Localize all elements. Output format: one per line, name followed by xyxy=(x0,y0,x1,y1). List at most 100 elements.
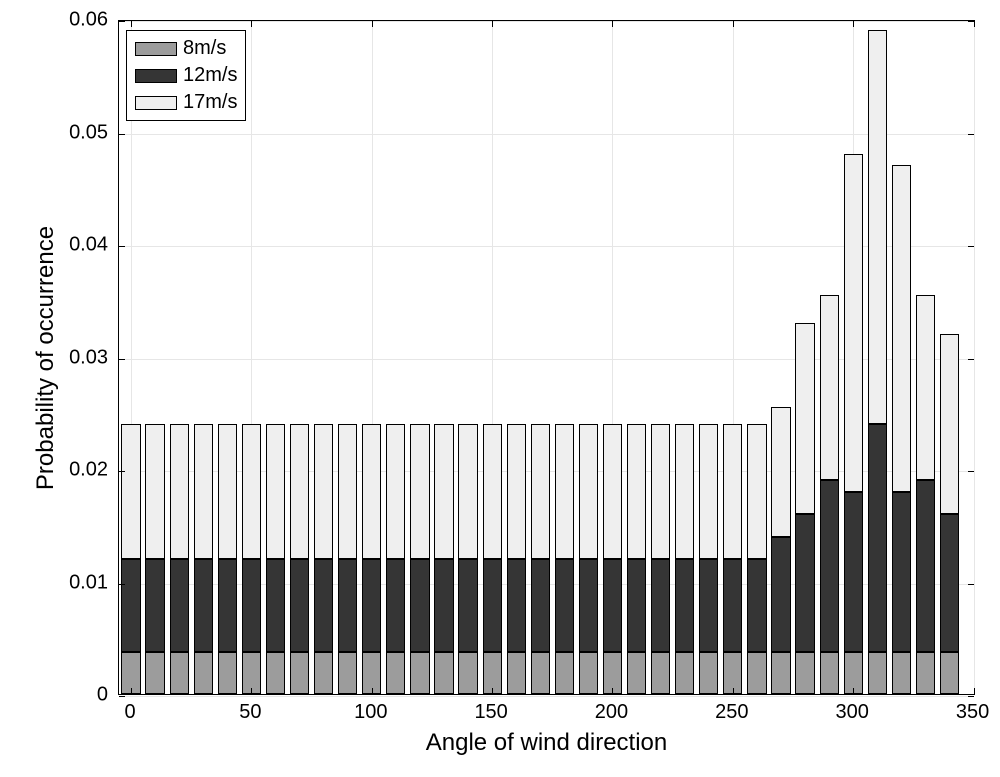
bar-segment xyxy=(723,424,742,559)
bar-stack xyxy=(675,424,694,694)
x-tick-label: 300 xyxy=(836,701,869,724)
bar-stack xyxy=(266,424,285,694)
bar-segment xyxy=(170,424,189,559)
x-tick-label: 150 xyxy=(474,701,507,724)
y-tick-label: 0.01 xyxy=(69,571,108,594)
bar-segment xyxy=(795,652,814,694)
bar-segment xyxy=(218,652,237,694)
bar-stack xyxy=(194,424,213,694)
legend-item: 8m/s xyxy=(135,35,237,62)
y-tick-label: 0.02 xyxy=(69,459,108,482)
bar-segment xyxy=(627,424,646,559)
bar-stack xyxy=(145,424,164,694)
bar-segment xyxy=(844,154,863,492)
bar-segment xyxy=(579,424,598,559)
bar-segment xyxy=(121,559,140,652)
bar-segment xyxy=(170,559,189,652)
bar-segment xyxy=(916,652,935,694)
bar-stack xyxy=(458,424,477,694)
bar-stack xyxy=(290,424,309,694)
bar-segment xyxy=(579,652,598,694)
bar-segment xyxy=(771,537,790,653)
bar-segment xyxy=(531,559,550,652)
bar-segment xyxy=(892,492,911,653)
x-axis-label: Angle of wind direction xyxy=(426,729,667,757)
bar-segment xyxy=(434,559,453,652)
bar-segment xyxy=(771,652,790,694)
bar-segment xyxy=(314,424,333,559)
bar-segment xyxy=(314,652,333,694)
bar-segment xyxy=(145,652,164,694)
y-tick-label: 0.06 xyxy=(69,9,108,32)
bar-segment xyxy=(266,424,285,559)
bar-segment xyxy=(458,424,477,559)
y-tick-label: 0.03 xyxy=(69,346,108,369)
bar-stack xyxy=(627,424,646,694)
bar-segment xyxy=(651,652,670,694)
bar-segment xyxy=(434,424,453,559)
bar-segment xyxy=(651,559,670,652)
bar-segment xyxy=(747,424,766,559)
bar-segment xyxy=(868,424,887,652)
bar-segment xyxy=(916,480,935,652)
chart-legend: 8m/s12m/s17m/s xyxy=(126,30,246,121)
bar-segment xyxy=(145,424,164,559)
bar-segment xyxy=(507,652,526,694)
bar-segment xyxy=(170,652,189,694)
bar-stack xyxy=(723,424,742,694)
bar-segment xyxy=(892,165,911,491)
bar-segment xyxy=(314,559,333,652)
bar-segment xyxy=(747,652,766,694)
bar-segment xyxy=(194,424,213,559)
wind-probability-chart: 050100150200250300350 00.010.020.030.040… xyxy=(0,0,1000,777)
bar-segment xyxy=(410,652,429,694)
bar-segment xyxy=(844,492,863,653)
bar-segment xyxy=(290,424,309,559)
bar-stack xyxy=(555,424,574,694)
bar-segment xyxy=(386,559,405,652)
bar-segment xyxy=(555,559,574,652)
bar-stack xyxy=(531,424,550,694)
bar-segment xyxy=(771,407,790,536)
bar-stack xyxy=(170,424,189,694)
bar-stack xyxy=(507,424,526,694)
bar-segment xyxy=(868,30,887,424)
bar-segment xyxy=(675,652,694,694)
legend-label: 12m/s xyxy=(183,64,237,87)
bar-stack xyxy=(699,424,718,694)
bar-segment xyxy=(458,652,477,694)
bar-segment xyxy=(362,424,381,559)
bar-stack xyxy=(314,424,333,694)
bar-stack xyxy=(386,424,405,694)
bar-segment xyxy=(795,323,814,514)
y-tick-label: 0.04 xyxy=(69,234,108,257)
bar-segment xyxy=(338,652,357,694)
bar-segment xyxy=(194,559,213,652)
bar-segment xyxy=(483,559,502,652)
bar-segment xyxy=(555,424,574,559)
bar-segment xyxy=(820,295,839,481)
bar-segment xyxy=(555,652,574,694)
bar-segment xyxy=(627,652,646,694)
bar-stack xyxy=(218,424,237,694)
bar-segment xyxy=(145,559,164,652)
bar-stack xyxy=(483,424,502,694)
bar-segment xyxy=(483,424,502,559)
bar-stack xyxy=(940,334,959,694)
bar-stack xyxy=(868,30,887,694)
bar-segment xyxy=(362,559,381,652)
bar-segment xyxy=(242,559,261,652)
bar-segment xyxy=(940,334,959,514)
bar-segment xyxy=(675,559,694,652)
bar-stack xyxy=(820,295,839,694)
bar-segment xyxy=(121,424,140,559)
bar-segment xyxy=(434,652,453,694)
bar-stack xyxy=(844,154,863,694)
x-tick-label: 250 xyxy=(715,701,748,724)
bar-segment xyxy=(820,652,839,694)
chart-bars xyxy=(119,21,974,694)
bar-segment xyxy=(579,559,598,652)
legend-swatch xyxy=(135,96,177,110)
bar-segment xyxy=(603,559,622,652)
bar-stack xyxy=(892,165,911,694)
